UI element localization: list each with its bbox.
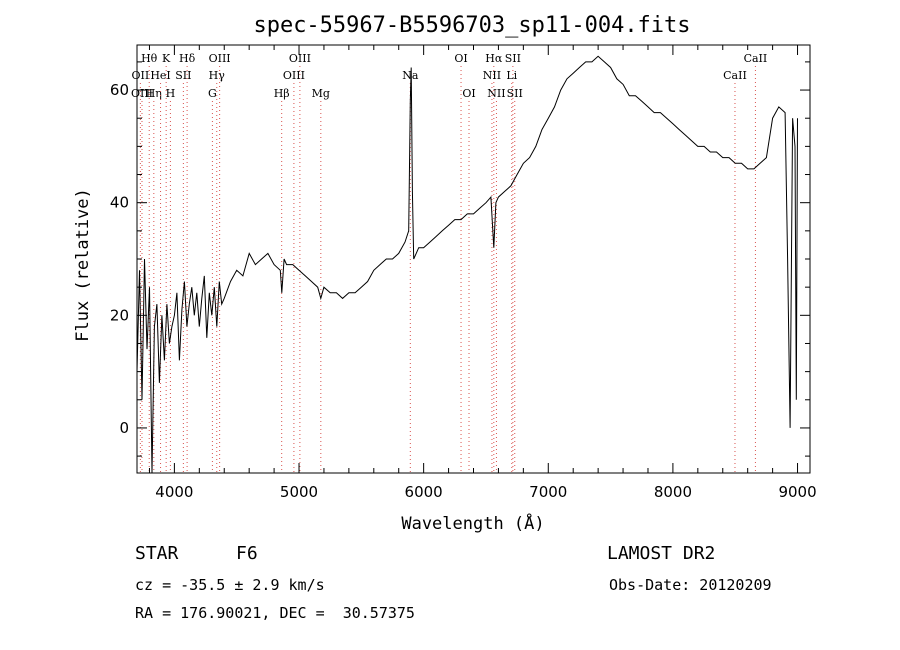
object-class: STAR xyxy=(135,543,179,564)
line-marker-label: Hγ xyxy=(209,69,226,82)
line-marker-label: OII xyxy=(132,69,150,82)
line-marker-label: Li xyxy=(506,69,517,82)
line-marker-label: CaII xyxy=(723,69,747,82)
observation-date: Obs-Date: 20120209 xyxy=(609,576,772,594)
x-tick-label: 9000 xyxy=(778,483,816,501)
chart-title: spec-55967-B5596703_sp11-004.fits xyxy=(253,13,690,38)
line-marker-label: OIII xyxy=(209,52,231,65)
line-marker-label: H xyxy=(166,87,176,100)
line-marker-label: Mg xyxy=(312,87,330,100)
y-tick-label: 40 xyxy=(110,194,129,212)
line-marker-label: NII xyxy=(483,69,501,82)
line-marker-label: Hη xyxy=(146,87,162,100)
y-axis-label: Flux (relative) xyxy=(73,188,93,342)
line-marker-label: G xyxy=(208,87,217,100)
spectrum-line xyxy=(136,55,798,474)
line-marker-label: OIII xyxy=(289,52,311,65)
line-marker-label: HeI xyxy=(150,69,170,82)
x-tick-label: 7000 xyxy=(529,483,567,501)
x-tick-label: 5000 xyxy=(280,483,318,501)
line-marker-label: SII xyxy=(507,87,523,100)
axis-ticks: 4000 5000 6000 7000 8000 9000 0 20 40 60 xyxy=(110,45,817,501)
line-marker-label: Hβ xyxy=(274,87,290,100)
line-marker-label: OI xyxy=(454,52,467,65)
y-tick-label: 60 xyxy=(110,81,129,99)
line-marker-label: NII xyxy=(487,87,505,100)
coordinates-readout: RA = 176.90021, DEC = 30.57375 xyxy=(135,604,415,622)
line-marker-label: OI xyxy=(462,87,475,100)
line-marker-label: Hθ xyxy=(141,52,158,65)
line-marker-label: Hα xyxy=(485,52,503,65)
line-marker-label: SII xyxy=(175,69,191,82)
y-tick-label: 20 xyxy=(110,306,129,324)
line-marker-label: K xyxy=(162,52,171,65)
object-subclass: F6 xyxy=(236,543,258,564)
plot-frame xyxy=(136,44,811,474)
redshift-readout: cz = -35.5 ± 2.9 km/s xyxy=(135,576,325,594)
line-marker-label: CaII xyxy=(744,52,768,65)
line-marker-label: SII xyxy=(505,52,521,65)
x-tick-label: 8000 xyxy=(654,483,692,501)
x-tick-label: 4000 xyxy=(155,483,193,501)
y-tick-label: 0 xyxy=(119,419,129,437)
line-marker-label: OIII xyxy=(131,87,153,100)
x-axis-label: Wavelength (Å) xyxy=(401,512,544,534)
line-marker-label: OIII xyxy=(283,69,305,82)
x-tick-label: 6000 xyxy=(405,483,443,501)
line-marker-label: Hδ xyxy=(179,52,196,65)
survey-name: LAMOST DR2 xyxy=(607,543,716,564)
